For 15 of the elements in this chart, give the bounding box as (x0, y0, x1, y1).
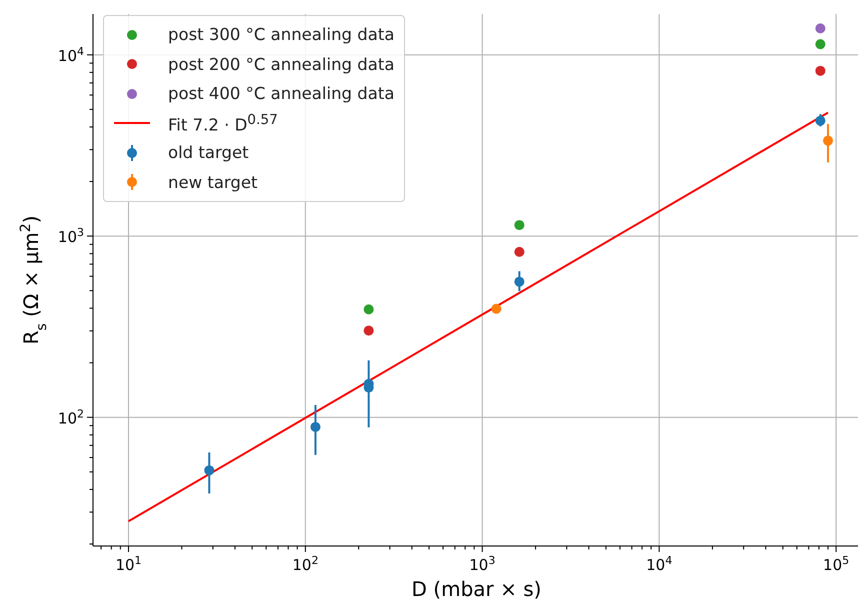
legend-label: Fit 7.2 · D$^{0.57}$ (168, 112, 278, 134)
legend-label: post 400 °C annealing data (168, 84, 394, 104)
y-tick-label: 10$^{2}$ (58, 406, 84, 428)
x-axis-title: D (mbar × s) (412, 577, 542, 601)
y-tick-label: 10$^{4}$ (58, 44, 84, 65)
x-tick-label: 10$^{5}$ (823, 554, 850, 574)
x-tick-label: 10$^{1}$ (115, 554, 142, 574)
x-tick-label: 10$^{2}$ (292, 554, 318, 574)
legend-label: post 300 °C annealing data (168, 25, 394, 44)
legend-label: old target (168, 143, 249, 162)
x-tick-label: 10$^{3}$ (469, 554, 496, 574)
y-tick-label: 10$^{3}$ (58, 226, 84, 246)
x-tick-label: 10$^{4}$ (646, 554, 672, 574)
legend-label: new target (168, 172, 258, 192)
legend-label: post 200 °C annealing data (168, 54, 394, 74)
